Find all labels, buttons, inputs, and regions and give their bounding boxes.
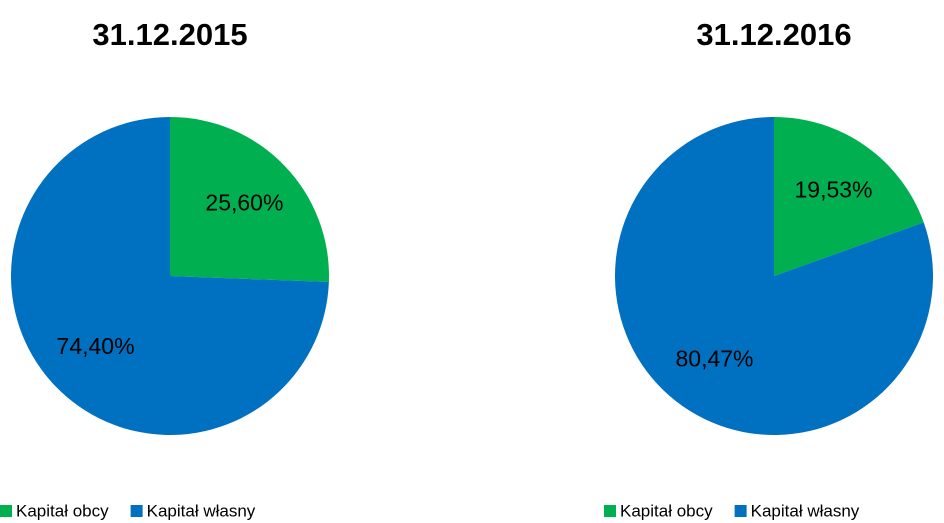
data-label: 19,53% — [794, 177, 872, 203]
legend-swatch — [604, 505, 616, 517]
data-label: 25,60% — [205, 189, 283, 215]
legend-label: Kapitał obcy — [16, 501, 109, 520]
chart-title: 31.12.2016 — [696, 17, 851, 52]
data-label: 80,47% — [675, 346, 753, 372]
legend-label: Kapitał własny — [751, 501, 860, 520]
pie-slice — [615, 116, 934, 435]
pie-slice — [170, 117, 329, 282]
legend-swatch — [734, 505, 747, 517]
pie-slice — [10, 117, 329, 435]
pie-slice — [774, 117, 924, 276]
legend-label: Kapitał obcy — [620, 501, 713, 520]
legend-swatch — [0, 505, 12, 517]
legend-label: Kapitał własny — [147, 501, 256, 520]
chart-title: 31.12.2015 — [92, 17, 247, 52]
legend-swatch — [130, 505, 143, 517]
data-label: 74,40% — [57, 333, 135, 359]
